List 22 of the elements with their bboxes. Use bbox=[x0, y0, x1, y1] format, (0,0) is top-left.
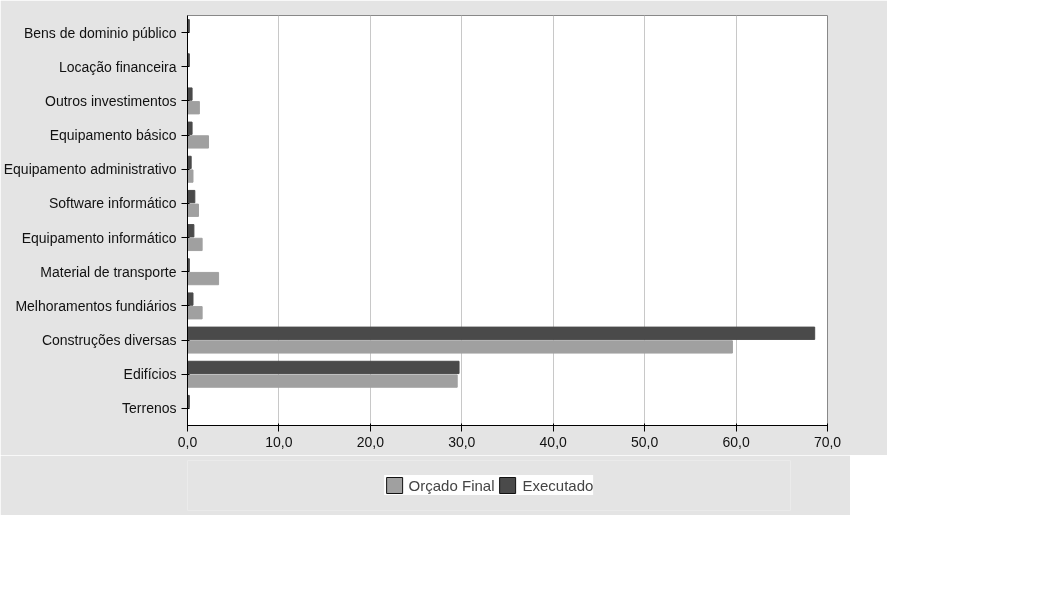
legend-label: Executado bbox=[522, 476, 594, 494]
x-tick-label: 20,0 bbox=[356, 433, 385, 450]
x-tick-label: 70,0 bbox=[813, 433, 842, 450]
y-tick-label: Equipamento administrativo bbox=[3, 161, 177, 178]
y-tick-label: Melhoramentos fundiários bbox=[15, 297, 177, 314]
y-tick-label: Outros investimentos bbox=[45, 92, 177, 109]
y-tick-label: Construções diversas bbox=[41, 332, 177, 349]
y-tick-label: Material de transporte bbox=[40, 263, 177, 280]
x-tick-label: 40,0 bbox=[539, 433, 568, 450]
y-tick-label: Locação financeira bbox=[58, 58, 177, 75]
y-tick-label: Edifícios bbox=[123, 366, 177, 383]
y-tick-label: Terrenos bbox=[122, 400, 177, 417]
x-tick-label: 60,0 bbox=[722, 433, 750, 450]
y-tick-label: Software informático bbox=[48, 195, 177, 212]
x-tick-label: 50,0 bbox=[631, 433, 659, 450]
legend-label: Orçado Final bbox=[408, 476, 495, 494]
x-tick-label: 0,0 bbox=[177, 433, 198, 450]
y-tick-label: Equipamento básico bbox=[49, 127, 177, 144]
y-tick-label: Equipamento informático bbox=[21, 229, 177, 246]
y-tick-label: Bens de dominio público bbox=[23, 24, 177, 41]
x-tick-label: 30,0 bbox=[448, 433, 476, 450]
x-tick-label: 10,0 bbox=[265, 433, 293, 450]
